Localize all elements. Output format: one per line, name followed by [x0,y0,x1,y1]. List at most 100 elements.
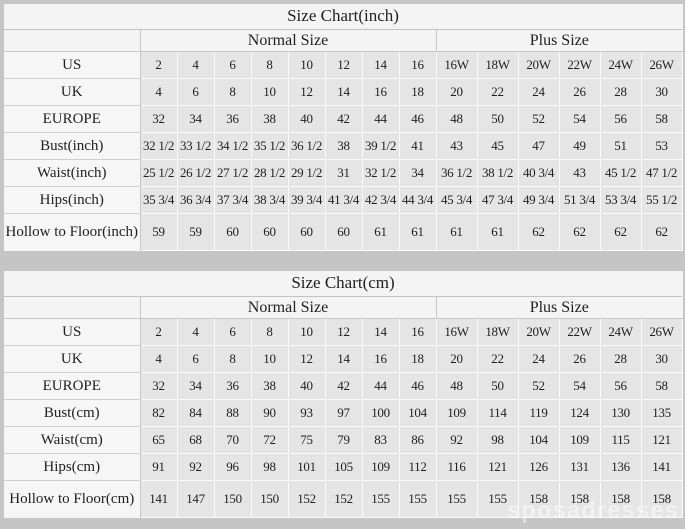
size-value-cell: 59 [176,213,215,251]
size-value-cell: 22W [558,51,601,79]
size-value-cell: 42 3/4 [361,186,400,214]
size-value-cell: 38 1/2 [476,159,519,187]
table-row: Bust(inch) 32 1/2 33 1/2 34 1/2 35 1/2 36 1/2… [4,132,683,160]
size-value-cell: 16 [361,78,400,106]
size-value-cell: 60 [250,213,289,251]
size-value-cell: 10 [287,318,326,346]
size-value-cell: 45 1/2 [599,159,642,187]
size-value-cell: 12 [324,318,363,346]
size-value-cell: 39 1/2 [361,132,400,160]
size-value-cell: 4 [176,51,215,79]
size-value-cell: 52 [517,105,560,133]
size-value-cell: 38 [250,372,289,400]
size-value-cell: 50 [476,105,519,133]
size-value-cell: 44 [361,105,400,133]
chart-title: Size Chart(inch) [4,4,683,30]
size-value-cell: 43 [435,132,478,160]
size-value-cell: 36 [213,105,252,133]
table-row: UK 4 6 8 10 12 14 16 18 20 22 24 26 28 30 [4,345,683,373]
size-value-cell: 50 [476,372,519,400]
size-value-cell: 61 [361,213,400,251]
size-value-cell: 91 [139,453,178,481]
size-value-cell: 36 [213,372,252,400]
size-value-cell: 100 [361,399,400,427]
size-value-cell: 28 [599,345,642,373]
size-value-cell: 28 1/2 [250,159,289,187]
size-value-cell: 22W [558,318,601,346]
size-value-cell: 41 [398,132,437,160]
size-value-cell: 14 [361,318,400,346]
size-value-cell: 62 [558,213,601,251]
size-value-cell: 92 [435,426,478,454]
size-value-cell: 136 [599,453,642,481]
size-value-cell: 22 [476,345,519,373]
size-value-cell: 55 1/2 [640,186,683,214]
size-value-cell: 39 3/4 [287,186,326,214]
size-value-cell: 35 1/2 [250,132,289,160]
size-value-cell: 8 [250,51,289,79]
size-value-cell: 59 [139,213,178,251]
size-value-cell: 8 [213,78,252,106]
size-value-cell: 158 [558,480,601,518]
size-value-cell: 48 [435,372,478,400]
size-value-cell: 32 [139,372,178,400]
size-value-cell: 31 [324,159,363,187]
size-value-cell: 46 [398,105,437,133]
size-value-cell: 6 [176,345,215,373]
size-value-cell: 54 [558,372,601,400]
table-row: EUROPE 32 34 36 38 40 42 44 46 48 50 52 54 56 58 [4,105,683,133]
size-value-cell: 25 1/2 [139,159,178,187]
size-value-cell: 51 3/4 [558,186,601,214]
size-value-cell: 83 [361,426,400,454]
group-header-normal-size: Normal Size [139,29,436,52]
size-value-cell: 109 [558,426,601,454]
size-value-cell: 10 [250,78,289,106]
size-value-cell: 104 [398,399,437,427]
size-value-cell: 34 1/2 [213,132,252,160]
size-value-cell: 47 3/4 [476,186,519,214]
size-value-cell: 155 [361,480,400,518]
size-value-cell: 45 3/4 [435,186,478,214]
size-value-cell: 8 [213,345,252,373]
chart-title: Size Chart(cm) [4,271,683,297]
size-value-cell: 14 [324,78,363,106]
size-value-cell: 38 [250,105,289,133]
size-value-cell: 90 [250,399,289,427]
size-value-cell: 46 [398,372,437,400]
size-value-cell: 36 1/2 [287,132,326,160]
size-value-cell: 44 3/4 [398,186,437,214]
size-value-cell: 51 [599,132,642,160]
size-value-cell: 119 [517,399,560,427]
row-label: Waist(cm) [4,426,141,454]
size-value-cell: 96 [213,453,252,481]
size-value-cell: 61 [476,213,519,251]
size-value-cell: 135 [640,399,683,427]
size-value-cell: 60 [287,213,326,251]
size-value-cell: 114 [476,399,519,427]
group-header-plus-size: Plus Size [435,29,683,52]
size-value-cell: 20W [517,51,560,79]
size-value-cell: 35 3/4 [139,186,178,214]
size-value-cell: 130 [599,399,642,427]
size-value-cell: 60 [324,213,363,251]
size-value-cell: 82 [139,399,178,427]
size-value-cell: 26 1/2 [176,159,215,187]
size-value-cell: 61 [435,213,478,251]
table-row: Hips(cm) 91 92 96 98 101 105 109 112 116 121 126 131… [4,453,683,481]
size-value-cell: 32 1/2 [139,132,178,160]
size-value-cell: 32 1/2 [361,159,400,187]
size-value-cell: 40 [287,105,326,133]
size-value-cell: 62 [599,213,642,251]
size-value-cell: 141 [139,480,178,518]
group-header-spacer [4,29,140,52]
size-value-cell: 158 [640,480,683,518]
table-row: UK 4 6 8 10 12 14 16 18 20 22 24 26 28 30 [4,78,683,106]
size-value-cell: 4 [139,345,178,373]
table-row: Waist(inch) 25 1/2 26 1/2 27 1/2 28 1/2 29 1/… [4,159,683,187]
size-value-cell: 43 [558,159,601,187]
size-value-cell: 22 [476,78,519,106]
size-value-cell: 150 [250,480,289,518]
size-value-cell: 4 [176,318,215,346]
size-value-cell: 92 [176,453,215,481]
size-value-cell: 158 [517,480,560,518]
